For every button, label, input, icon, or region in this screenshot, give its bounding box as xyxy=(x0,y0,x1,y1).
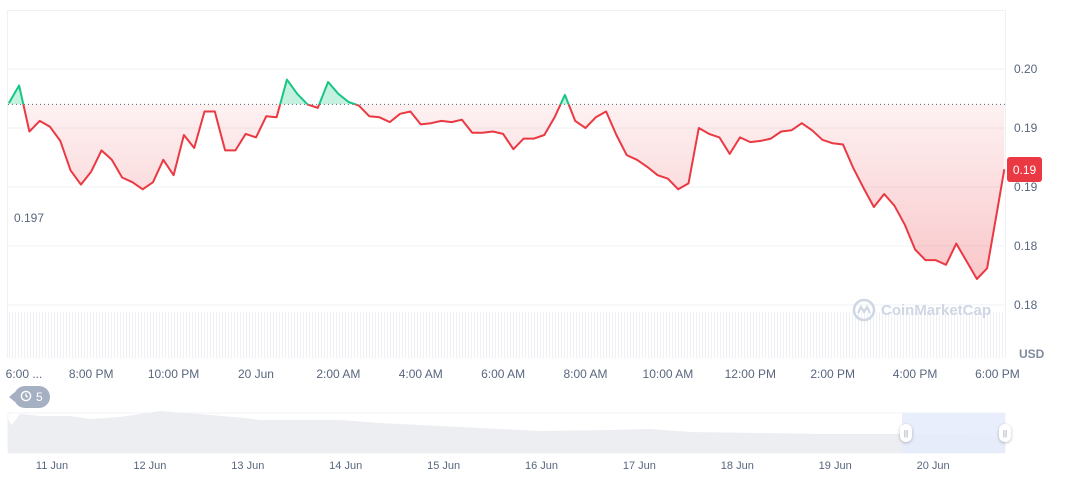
volume-bars xyxy=(8,312,1005,358)
y-tick-label: 0.18 xyxy=(1014,238,1038,253)
navigator-date-label: 18 Jun xyxy=(720,460,754,472)
navigator-date-label: 14 Jun xyxy=(329,460,363,472)
navigator-date-label: 13 Jun xyxy=(231,460,265,472)
navigator-date-label: 17 Jun xyxy=(622,460,656,472)
navigator-date-label: 15 Jun xyxy=(427,460,461,472)
x-tick-label: 6:00 ... xyxy=(5,367,43,381)
coinmarketcap-logo-icon xyxy=(852,298,876,322)
history-count: 5 xyxy=(36,390,43,404)
current-price-badge: 0.19 xyxy=(1007,157,1042,182)
below-reference-fill xyxy=(8,104,1005,279)
x-tick-label: 8:00 PM xyxy=(68,367,114,381)
x-tick-label: 4:00 AM xyxy=(398,367,443,381)
y-tick-label: 0.19 xyxy=(1014,179,1038,194)
history-badge[interactable]: 5 xyxy=(9,386,50,408)
x-tick-label: 4:00 PM xyxy=(892,367,938,381)
y-tick-label: 0.20 xyxy=(1014,61,1038,76)
x-tick-label: 10:00 PM xyxy=(147,367,200,381)
x-tick-label: 2:00 PM xyxy=(810,367,856,381)
x-tick-label: 2:00 AM xyxy=(316,367,361,381)
watermark-text: CoinMarketCap xyxy=(881,301,992,319)
navigator-area xyxy=(8,411,1005,453)
x-tick-label: 6:00 PM xyxy=(975,367,1020,381)
navigator-right-handle[interactable]: || xyxy=(999,424,1011,442)
coinmarketcap-watermark: CoinMarketCap xyxy=(852,298,991,322)
x-tick-label: 12:00 PM xyxy=(724,367,776,381)
navigator-date-label: 19 Jun xyxy=(818,460,852,472)
navigator-date-label: 11 Jun xyxy=(35,460,69,472)
above-reference-fill xyxy=(8,79,569,105)
y-tick-label: 0.18 xyxy=(1014,297,1038,312)
x-tick-label: 20 Jun xyxy=(237,367,274,381)
navigator-left-handle[interactable]: || xyxy=(900,424,912,442)
history-icon xyxy=(20,390,32,405)
currency-label: USD xyxy=(1019,347,1045,361)
x-tick-label: 10:00 AM xyxy=(642,367,694,381)
x-tick-label: 8:00 AM xyxy=(563,367,608,381)
y-tick-label: 0.19 xyxy=(1014,120,1038,135)
navigator-date-label: 12 Jun xyxy=(133,460,167,472)
reference-price-label: 0.197 xyxy=(14,211,45,225)
navigator-date-label: 16 Jun xyxy=(524,460,559,472)
price-line-down xyxy=(22,104,1005,280)
navigator-selection[interactable] xyxy=(902,413,1005,453)
x-tick-label: 6:00 AM xyxy=(481,367,526,381)
navigator-date-label: 20 Jun xyxy=(916,460,950,472)
